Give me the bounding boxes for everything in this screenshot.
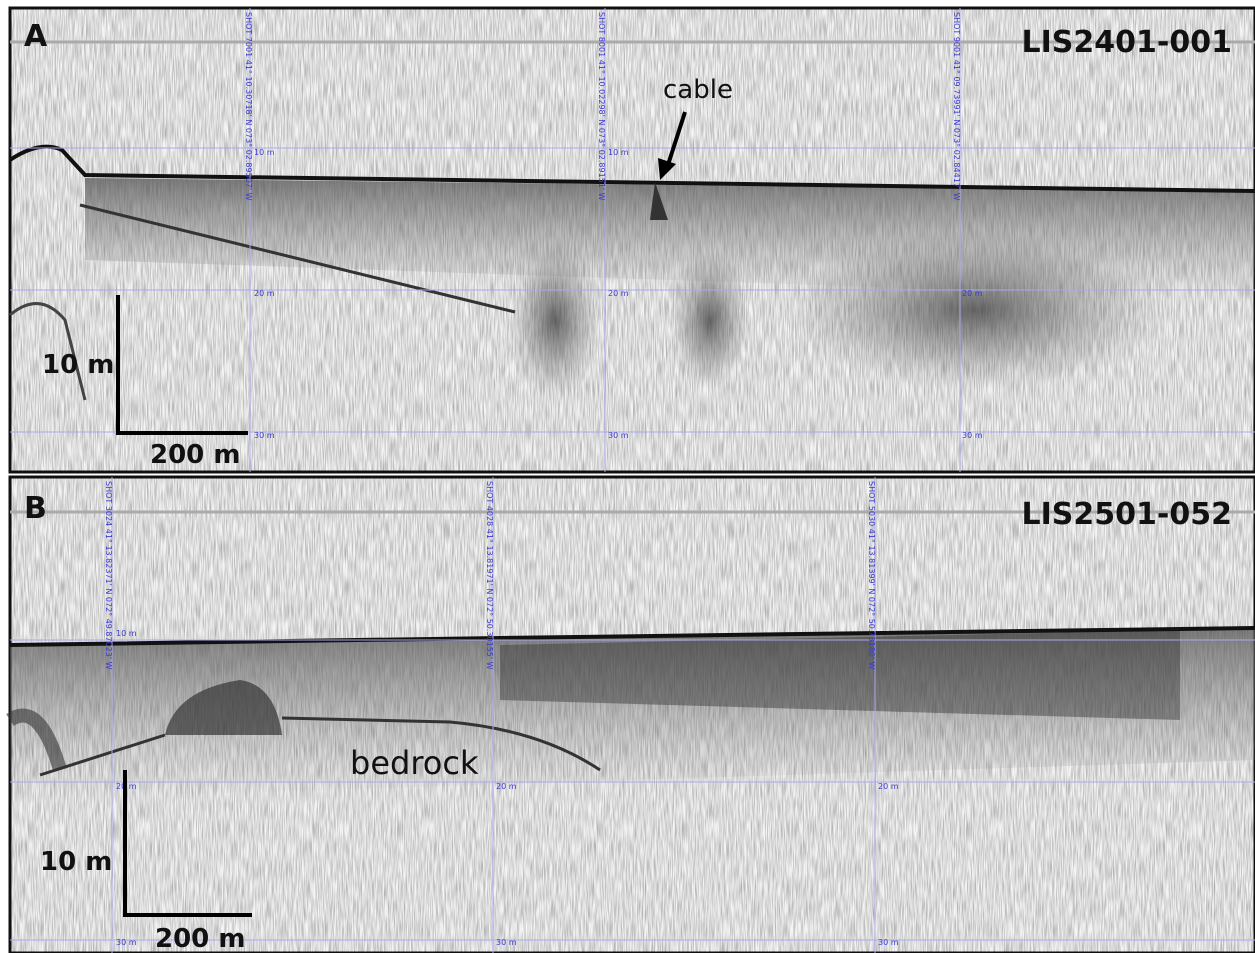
depth-label: 20 m	[878, 782, 899, 791]
shot-label: SHOT 4028 41° 13.81971' N 072° 50.30155'…	[485, 481, 494, 670]
depth-label: 10 m	[254, 148, 275, 157]
depth-label: 30 m	[608, 431, 629, 440]
depth-label: 20 m	[962, 289, 983, 298]
scale-label: 10 m	[40, 847, 112, 877]
shot-label: SHOT 8001 41° 10.02298' N 073° 02.89151'…	[597, 12, 606, 201]
annotation: cable	[663, 75, 733, 105]
depth-label: 10 m	[116, 629, 137, 638]
depth-label: 30 m	[116, 938, 137, 947]
panel-a: SHOT 7001 41° 10.30718' N 073° 02.89507'…	[10, 8, 1255, 472]
depth-label: 10 m	[608, 148, 629, 157]
line-id: LIS2501-052	[1022, 497, 1232, 532]
panel-label: A	[24, 19, 48, 54]
gas-zone	[670, 250, 750, 390]
shot-label: SHOT 5030 41° 13.81399' N 072° 50.73180'…	[867, 481, 876, 670]
page: SHOT 7001 41° 10.30718' N 073° 02.89507'…	[0, 0, 1255, 953]
depth-label: 30 m	[496, 938, 517, 947]
depth-label: 30 m	[878, 938, 899, 947]
line-id: LIS2401-001	[1022, 25, 1232, 60]
panel-b: SHOT 3024 41° 13.82371' N 072° 49.87023'…	[10, 477, 1255, 953]
gas-zone	[510, 240, 600, 400]
depth-label: 20 m	[496, 782, 517, 791]
depth-label: 30 m	[254, 431, 275, 440]
scale-label: 200 m	[150, 440, 240, 470]
depth-label: 20 m	[254, 289, 275, 298]
shot-label: SHOT 9001 41° 09.73991' N 073° 02.84417'…	[952, 12, 961, 201]
gas-zone	[785, 230, 1165, 390]
scale-label: 10 m	[42, 350, 114, 380]
shot-label: SHOT 3024 41° 13.82371' N 072° 49.87023'…	[104, 481, 113, 670]
depth-label: 20 m	[608, 289, 629, 298]
figure: SHOT 7001 41° 10.30718' N 073° 02.89507'…	[0, 0, 1255, 953]
annotation: bedrock	[350, 744, 479, 782]
depth-label: 30 m	[962, 431, 983, 440]
shot-label: SHOT 7001 41° 10.30718' N 073° 02.89507'…	[244, 12, 253, 201]
scale-label: 200 m	[155, 924, 245, 953]
panel-label: B	[24, 491, 47, 526]
